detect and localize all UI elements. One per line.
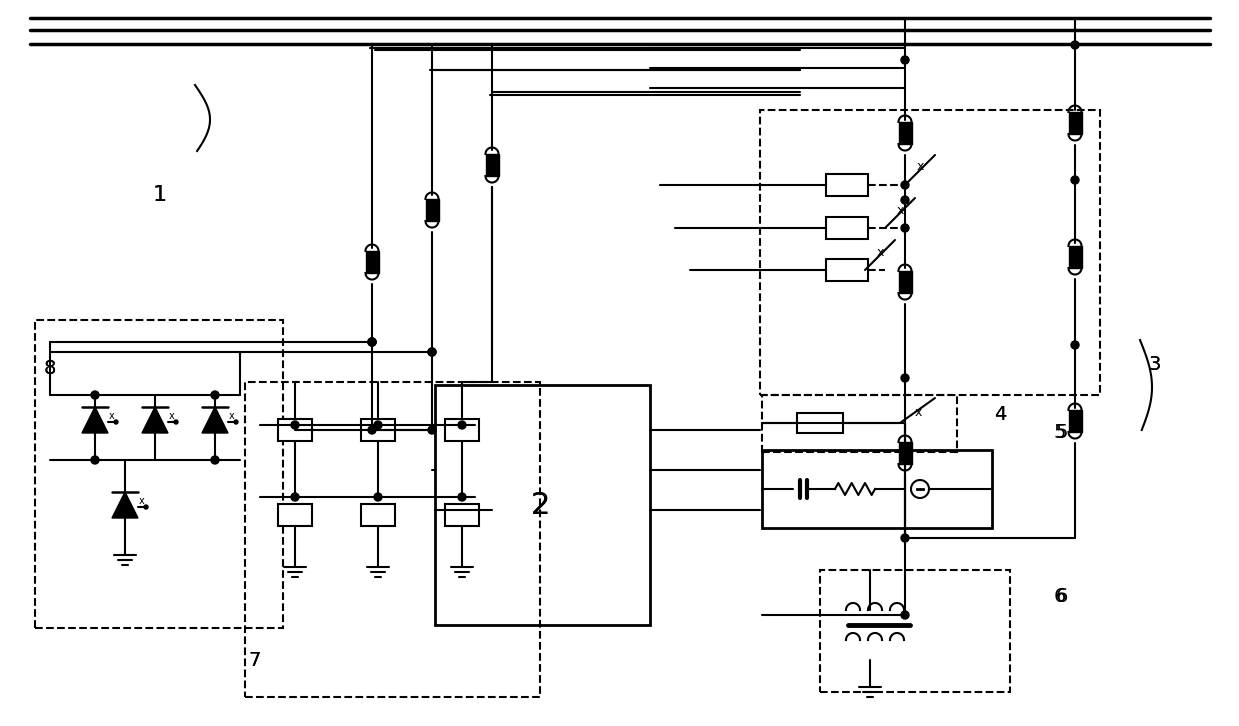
Bar (826, 259, 869, 281)
Bar (1068, 246, 1082, 268)
Circle shape (458, 493, 466, 501)
Circle shape (291, 493, 299, 501)
Circle shape (144, 505, 147, 509)
Circle shape (90, 391, 99, 399)
Text: 2: 2 (530, 491, 550, 520)
Bar (361, 419, 395, 441)
Circle shape (901, 611, 909, 619)
Bar (826, 217, 869, 239)
Circle shape (1070, 341, 1079, 349)
Text: x: x (109, 411, 115, 421)
Text: 1: 1 (152, 185, 167, 205)
Circle shape (901, 181, 909, 189)
Text: 7: 7 (249, 650, 261, 669)
Text: 2: 2 (530, 491, 550, 520)
Bar (762, 395, 957, 452)
Bar (361, 504, 395, 526)
Text: 4: 4 (994, 406, 1006, 425)
Bar (445, 504, 479, 526)
Circle shape (901, 196, 909, 204)
Circle shape (901, 56, 909, 64)
Bar (366, 251, 378, 273)
Bar (820, 570, 1010, 692)
Bar (898, 442, 912, 464)
Text: 4: 4 (994, 406, 1006, 425)
Polygon shape (142, 407, 169, 433)
Circle shape (368, 338, 375, 346)
Bar (278, 504, 312, 526)
Circle shape (901, 534, 909, 542)
Circle shape (1070, 176, 1079, 184)
Circle shape (173, 420, 178, 424)
Text: 6: 6 (1056, 587, 1068, 606)
Text: 5: 5 (1053, 423, 1067, 441)
Circle shape (211, 391, 219, 399)
Bar (445, 419, 479, 441)
Circle shape (234, 420, 238, 424)
Text: 3: 3 (1149, 356, 1161, 375)
Circle shape (90, 456, 99, 464)
Bar (826, 174, 869, 196)
Circle shape (458, 421, 466, 429)
Circle shape (291, 421, 299, 429)
Text: x: x (229, 411, 235, 421)
Bar (797, 413, 843, 433)
Text: x: x (139, 496, 145, 506)
Text: 7: 7 (249, 650, 261, 669)
Bar (1068, 112, 1082, 134)
Text: 5: 5 (1056, 423, 1068, 441)
Text: x: x (876, 245, 883, 258)
Bar (898, 122, 912, 144)
Bar (245, 382, 540, 697)
Circle shape (374, 421, 382, 429)
Bar (435, 385, 650, 625)
Bar (278, 419, 312, 441)
Circle shape (427, 348, 436, 356)
Circle shape (1070, 41, 1079, 49)
Circle shape (114, 420, 118, 424)
Bar (486, 154, 498, 176)
Circle shape (427, 426, 436, 434)
Text: 1: 1 (152, 185, 167, 205)
Circle shape (368, 426, 375, 434)
Circle shape (427, 348, 436, 356)
Text: x: x (896, 203, 903, 216)
Text: x: x (170, 411, 175, 421)
Bar (1068, 410, 1082, 432)
Text: 6: 6 (1054, 587, 1067, 606)
Bar (760, 110, 1100, 395)
Text: x: x (917, 160, 924, 174)
Circle shape (368, 338, 375, 346)
Polygon shape (202, 407, 228, 433)
Circle shape (368, 338, 375, 346)
Text: 8: 8 (43, 359, 56, 378)
Circle shape (211, 456, 219, 464)
Text: 3: 3 (1149, 356, 1161, 375)
Polygon shape (82, 407, 108, 433)
Circle shape (374, 493, 382, 501)
Text: 8: 8 (43, 359, 56, 378)
Bar (425, 199, 439, 221)
Text: x: x (914, 406, 922, 418)
Bar (762, 450, 992, 528)
Bar (898, 271, 912, 293)
Polygon shape (112, 492, 138, 518)
Bar (35, 320, 282, 628)
Circle shape (901, 374, 909, 382)
Circle shape (901, 224, 909, 232)
